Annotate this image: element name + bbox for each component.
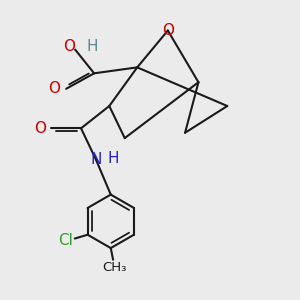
Text: N: N — [90, 152, 102, 167]
Text: H: H — [108, 151, 119, 166]
Text: O: O — [34, 121, 46, 136]
Text: O: O — [63, 39, 75, 54]
Text: CH₃: CH₃ — [103, 261, 127, 274]
Text: H: H — [87, 39, 98, 54]
Text: O: O — [162, 23, 174, 38]
Text: O: O — [48, 81, 60, 96]
Text: Cl: Cl — [58, 233, 73, 248]
